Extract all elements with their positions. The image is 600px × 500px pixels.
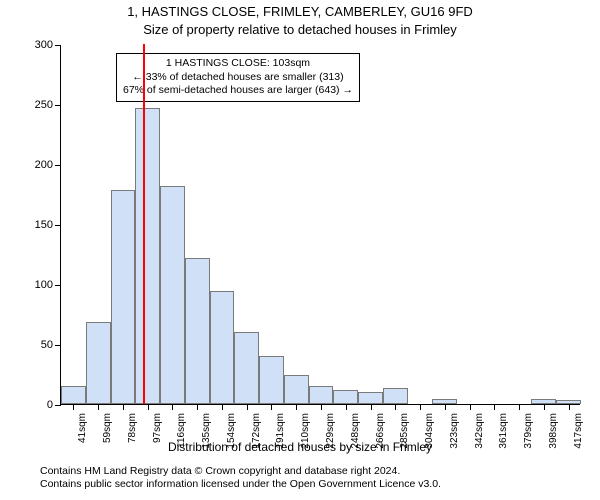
chart-title-line1: 1, HASTINGS CLOSE, FRIMLEY, CAMBERLEY, G…: [0, 4, 600, 19]
y-tick: [55, 165, 61, 166]
x-tick: [148, 404, 149, 410]
x-tick: [445, 404, 446, 410]
x-tick: [519, 404, 520, 410]
x-tick: [371, 404, 372, 410]
y-tick: [55, 285, 61, 286]
x-tick-label: 323sqm: [449, 377, 460, 413]
x-tick-label: 342sqm: [474, 377, 485, 413]
x-tick: [321, 404, 322, 410]
x-tick: [73, 404, 74, 410]
x-tick-label: 285sqm: [399, 377, 410, 413]
y-tick: [55, 405, 61, 406]
x-tick: [470, 404, 471, 410]
chart-title-line2: Size of property relative to detached ho…: [0, 22, 600, 37]
x-tick-label: 304sqm: [424, 377, 435, 413]
x-tick-label: 361sqm: [498, 377, 509, 413]
attribution-footer: Contains HM Land Registry data © Crown c…: [40, 465, 600, 491]
y-tick-label: 50: [21, 339, 53, 351]
x-tick: [98, 404, 99, 410]
annotation-box: 1 HASTINGS CLOSE: 103sqm ← 33% of detach…: [116, 53, 360, 102]
footer-line2: Contains public sector information licen…: [40, 478, 600, 491]
y-tick-label: 100: [21, 279, 53, 291]
x-tick: [395, 404, 396, 410]
histogram-plot-area: 1 HASTINGS CLOSE: 103sqm ← 33% of detach…: [60, 45, 580, 405]
x-tick: [346, 404, 347, 410]
x-tick: [123, 404, 124, 410]
x-tick: [420, 404, 421, 410]
x-tick: [172, 404, 173, 410]
histogram-bar: [135, 108, 160, 404]
y-tick: [55, 45, 61, 46]
histogram-bar: [160, 186, 185, 404]
x-tick: [271, 404, 272, 410]
y-tick: [55, 105, 61, 106]
y-tick-label: 150: [21, 219, 53, 231]
x-tick-label: 398sqm: [548, 377, 559, 413]
y-tick-label: 250: [21, 99, 53, 111]
y-tick-label: 300: [21, 39, 53, 51]
x-axis-label: Distribution of detached houses by size …: [0, 440, 600, 454]
footer-line1: Contains HM Land Registry data © Crown c…: [40, 465, 600, 478]
x-tick: [247, 404, 248, 410]
marker-line: [143, 44, 145, 404]
annotation-line1: 1 HASTINGS CLOSE: 103sqm: [123, 57, 353, 71]
x-tick: [197, 404, 198, 410]
x-tick: [222, 404, 223, 410]
y-tick: [55, 345, 61, 346]
x-tick: [544, 404, 545, 410]
y-tick-label: 0: [21, 399, 53, 411]
y-tick: [55, 225, 61, 226]
annotation-line2: ← 33% of detached houses are smaller (31…: [123, 71, 353, 85]
annotation-line3: 67% of semi-detached houses are larger (…: [123, 84, 353, 98]
histogram-bar: [111, 190, 136, 404]
x-tick: [296, 404, 297, 410]
x-tick: [494, 404, 495, 410]
x-tick: [569, 404, 570, 410]
y-tick-label: 200: [21, 159, 53, 171]
x-tick-label: 417sqm: [573, 377, 584, 413]
x-tick-label: 379sqm: [523, 377, 534, 413]
